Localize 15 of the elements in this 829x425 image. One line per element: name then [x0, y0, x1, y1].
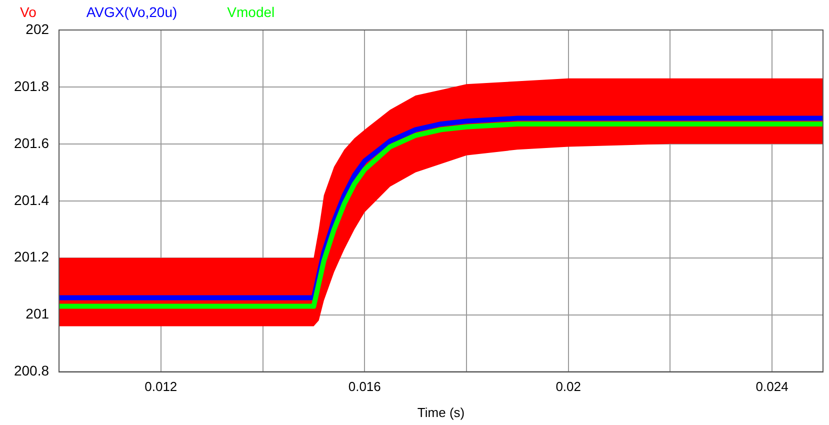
- x-tick-label: 0.012: [144, 379, 178, 394]
- y-tick-label: 200.8: [14, 362, 50, 379]
- text: Vmodel: [227, 4, 275, 20]
- y-tick-label: 202: [26, 20, 50, 37]
- x-tick-label: 0.016: [348, 379, 381, 394]
- x-axis-title: Time (s): [417, 404, 465, 420]
- x-tick-label: 0.024: [756, 379, 788, 394]
- y-tick-label: 201.2: [14, 248, 50, 265]
- y-tick-label: 201.6: [14, 134, 50, 151]
- text: AVGX(Vo,20u): [86, 4, 178, 20]
- y-tick-label: 201.4: [14, 192, 50, 208]
- legend-label: Vo: [20, 4, 36, 20]
- x-tick-label: 0.02: [556, 379, 581, 394]
- y-tick-label: 201: [26, 306, 50, 322]
- y-tick-label: 201.8: [14, 78, 50, 94]
